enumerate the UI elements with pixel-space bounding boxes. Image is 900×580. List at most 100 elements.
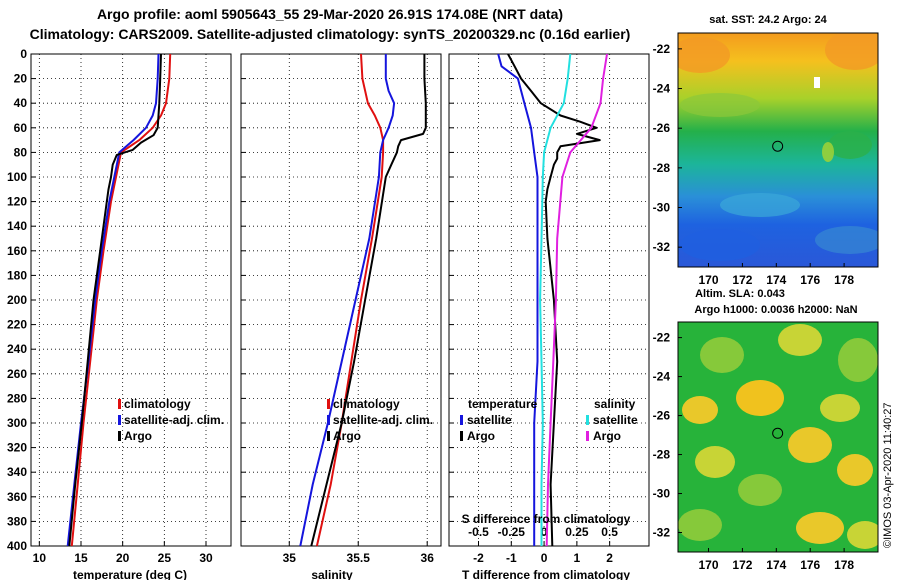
map-y-tick-label: -32 — [653, 526, 671, 540]
x-tick-label: 20 — [116, 551, 130, 565]
s-tick-label: 0 — [541, 525, 548, 539]
difference-legend: temperature satellite Argo salinity sate… — [460, 397, 638, 443]
map-y-tick-label: -28 — [653, 161, 671, 175]
y-tick-label: 300 — [7, 416, 27, 430]
difference-panel: -2 -1 0 1 2 -0.5 -0.25 0 0.25 0.5 — [448, 53, 650, 565]
map-x-tick-label: 170 — [698, 273, 718, 287]
series-line-satellite-adj-clim- — [299, 54, 396, 547]
map-y-tick-label: -28 — [653, 448, 671, 462]
x-tick-label: 35.5 — [347, 551, 371, 565]
sla-blobs — [678, 324, 878, 549]
legend-satellite-clim: satellite-adj. clim. — [333, 413, 433, 427]
map-y-tick-label: -30 — [653, 487, 671, 501]
legend-satellite-clim: satellite-adj. clim. — [124, 413, 224, 427]
y-tick-label: 200 — [7, 293, 27, 307]
salinity-xlabel: salinity — [311, 568, 353, 580]
legend-temp-satellite: satellite — [467, 413, 512, 427]
y-tick-label: 360 — [7, 490, 27, 504]
sst-patches — [678, 33, 878, 261]
map-x-tick-label: 174 — [766, 273, 786, 287]
s-tick-label: -0.25 — [498, 525, 526, 539]
map-x-tick-label: 170 — [698, 558, 718, 572]
y-tick-label: 220 — [7, 318, 27, 332]
x-tick-label: 2 — [606, 551, 613, 565]
map-x-tick-label: 178 — [834, 558, 854, 572]
x-tick-label: 15 — [74, 551, 88, 565]
x-tick-label: 1 — [574, 551, 581, 565]
y-tick-label: 280 — [7, 391, 27, 405]
sla-argo-marker — [772, 427, 784, 439]
map-y-tick-label: -30 — [653, 201, 671, 215]
s-tick-label: 0.25 — [565, 525, 589, 539]
x-tick-label: 0 — [541, 551, 548, 565]
series-line-temperature-satellite — [497, 53, 539, 546]
temperature-panel: 10 15 20 25 30020406080100120140160180200220… — [7, 47, 232, 565]
sst-frame — [677, 32, 879, 268]
y-tick-label: 60 — [14, 121, 28, 135]
series-line-satellite-adj-clim- — [66, 53, 160, 547]
legend-temperature-title: temperature — [468, 397, 538, 411]
series-line-climatology — [70, 53, 172, 547]
y-tick-label: 100 — [7, 170, 27, 184]
sst-argo-marker — [772, 140, 784, 152]
sst-map-title: sat. SST: 24.2 Argo: 24 — [709, 14, 827, 26]
legend-salinity-title: salinity — [594, 397, 636, 411]
sla-map-title-2: Argo h1000: 0.0036 h2000: NaN — [694, 304, 857, 316]
map-y-tick-label: -22 — [653, 42, 671, 56]
s-tick-label: -0.5 — [468, 525, 489, 539]
y-tick-label: 160 — [7, 244, 27, 258]
map-y-tick-label: -26 — [653, 409, 671, 423]
legend-climatology: climatology — [333, 397, 400, 411]
map-x-tick-label: 174 — [766, 558, 786, 572]
x-tick-label: -2 — [473, 551, 484, 565]
legend-argo: Argo — [333, 429, 361, 443]
map-y-tick-label: -26 — [653, 121, 671, 135]
x-tick-label: -1 — [506, 551, 517, 565]
s-tick-label: 0.5 — [601, 525, 618, 539]
map-x-tick-label: 172 — [732, 558, 752, 572]
legend-climatology: climatology — [124, 397, 191, 411]
y-tick-label: 380 — [7, 514, 27, 528]
sst-missing-data — [814, 77, 820, 88]
s-difference-label: S difference from climatology — [462, 512, 631, 526]
sla-frame — [677, 321, 879, 553]
map-x-tick-label: 176 — [800, 273, 820, 287]
y-tick-label: 180 — [7, 268, 27, 282]
y-tick-label: 240 — [7, 342, 27, 356]
series-line-argo — [310, 54, 427, 547]
y-tick-label: 20 — [14, 72, 28, 86]
legend-argo: Argo — [124, 429, 152, 443]
series-line-argo — [68, 53, 162, 547]
map-y-tick-label: -32 — [653, 240, 671, 254]
x-tick-label: 30 — [199, 551, 213, 565]
y-tick-label: 80 — [14, 145, 28, 159]
title-line-1: Argo profile: aoml 5905643_55 29-Mar-202… — [96, 6, 564, 22]
y-tick-label: 120 — [7, 195, 27, 209]
map-y-tick-label: -24 — [653, 82, 671, 96]
imos-timestamp: ©IMOS 03-Apr-2020 11:40:27 — [882, 402, 894, 548]
difference-xlabel: T difference from climatology — [462, 568, 630, 580]
sla-map-title-1: Altim. SLA: 0.043 — [695, 288, 785, 300]
legend-sal-satellite: satellite — [593, 413, 638, 427]
sst-map: 170 172 174 176 178 -22 -24 -26 -28 -30 -32 — [653, 32, 879, 287]
x-tick-label: 10 — [33, 551, 47, 565]
x-tick-label: 25 — [158, 551, 172, 565]
map-y-tick-label: -24 — [653, 370, 671, 384]
legend-sal-argo: Argo — [593, 429, 621, 443]
map-x-tick-label: 178 — [834, 273, 854, 287]
y-tick-label: 0 — [20, 47, 27, 61]
x-tick-label: 36 — [421, 551, 435, 565]
salinity-legend: climatology satellite-adj. clim. Argo — [327, 397, 433, 443]
sla-map: 170 172 174 176 178 -22 -24 -26 -28 -30 -32 — [653, 321, 879, 572]
series-line-salinity-satellite — [539, 53, 572, 546]
y-tick-label: 40 — [14, 96, 28, 110]
series-line-salinity-argo — [545, 53, 608, 547]
temperature-xlabel: temperature (deg C) — [73, 568, 187, 580]
legend-temp-argo: Argo — [467, 429, 495, 443]
y-tick-label: 340 — [7, 465, 27, 479]
y-tick-label: 400 — [7, 539, 27, 553]
temperature-legend: climatology satellite-adj. clim. Argo — [118, 397, 224, 443]
title-line-2: Climatology: CARS2009. Satellite-adjuste… — [29, 26, 631, 42]
salinity-panel: 35 35.5 36 — [240, 53, 442, 565]
